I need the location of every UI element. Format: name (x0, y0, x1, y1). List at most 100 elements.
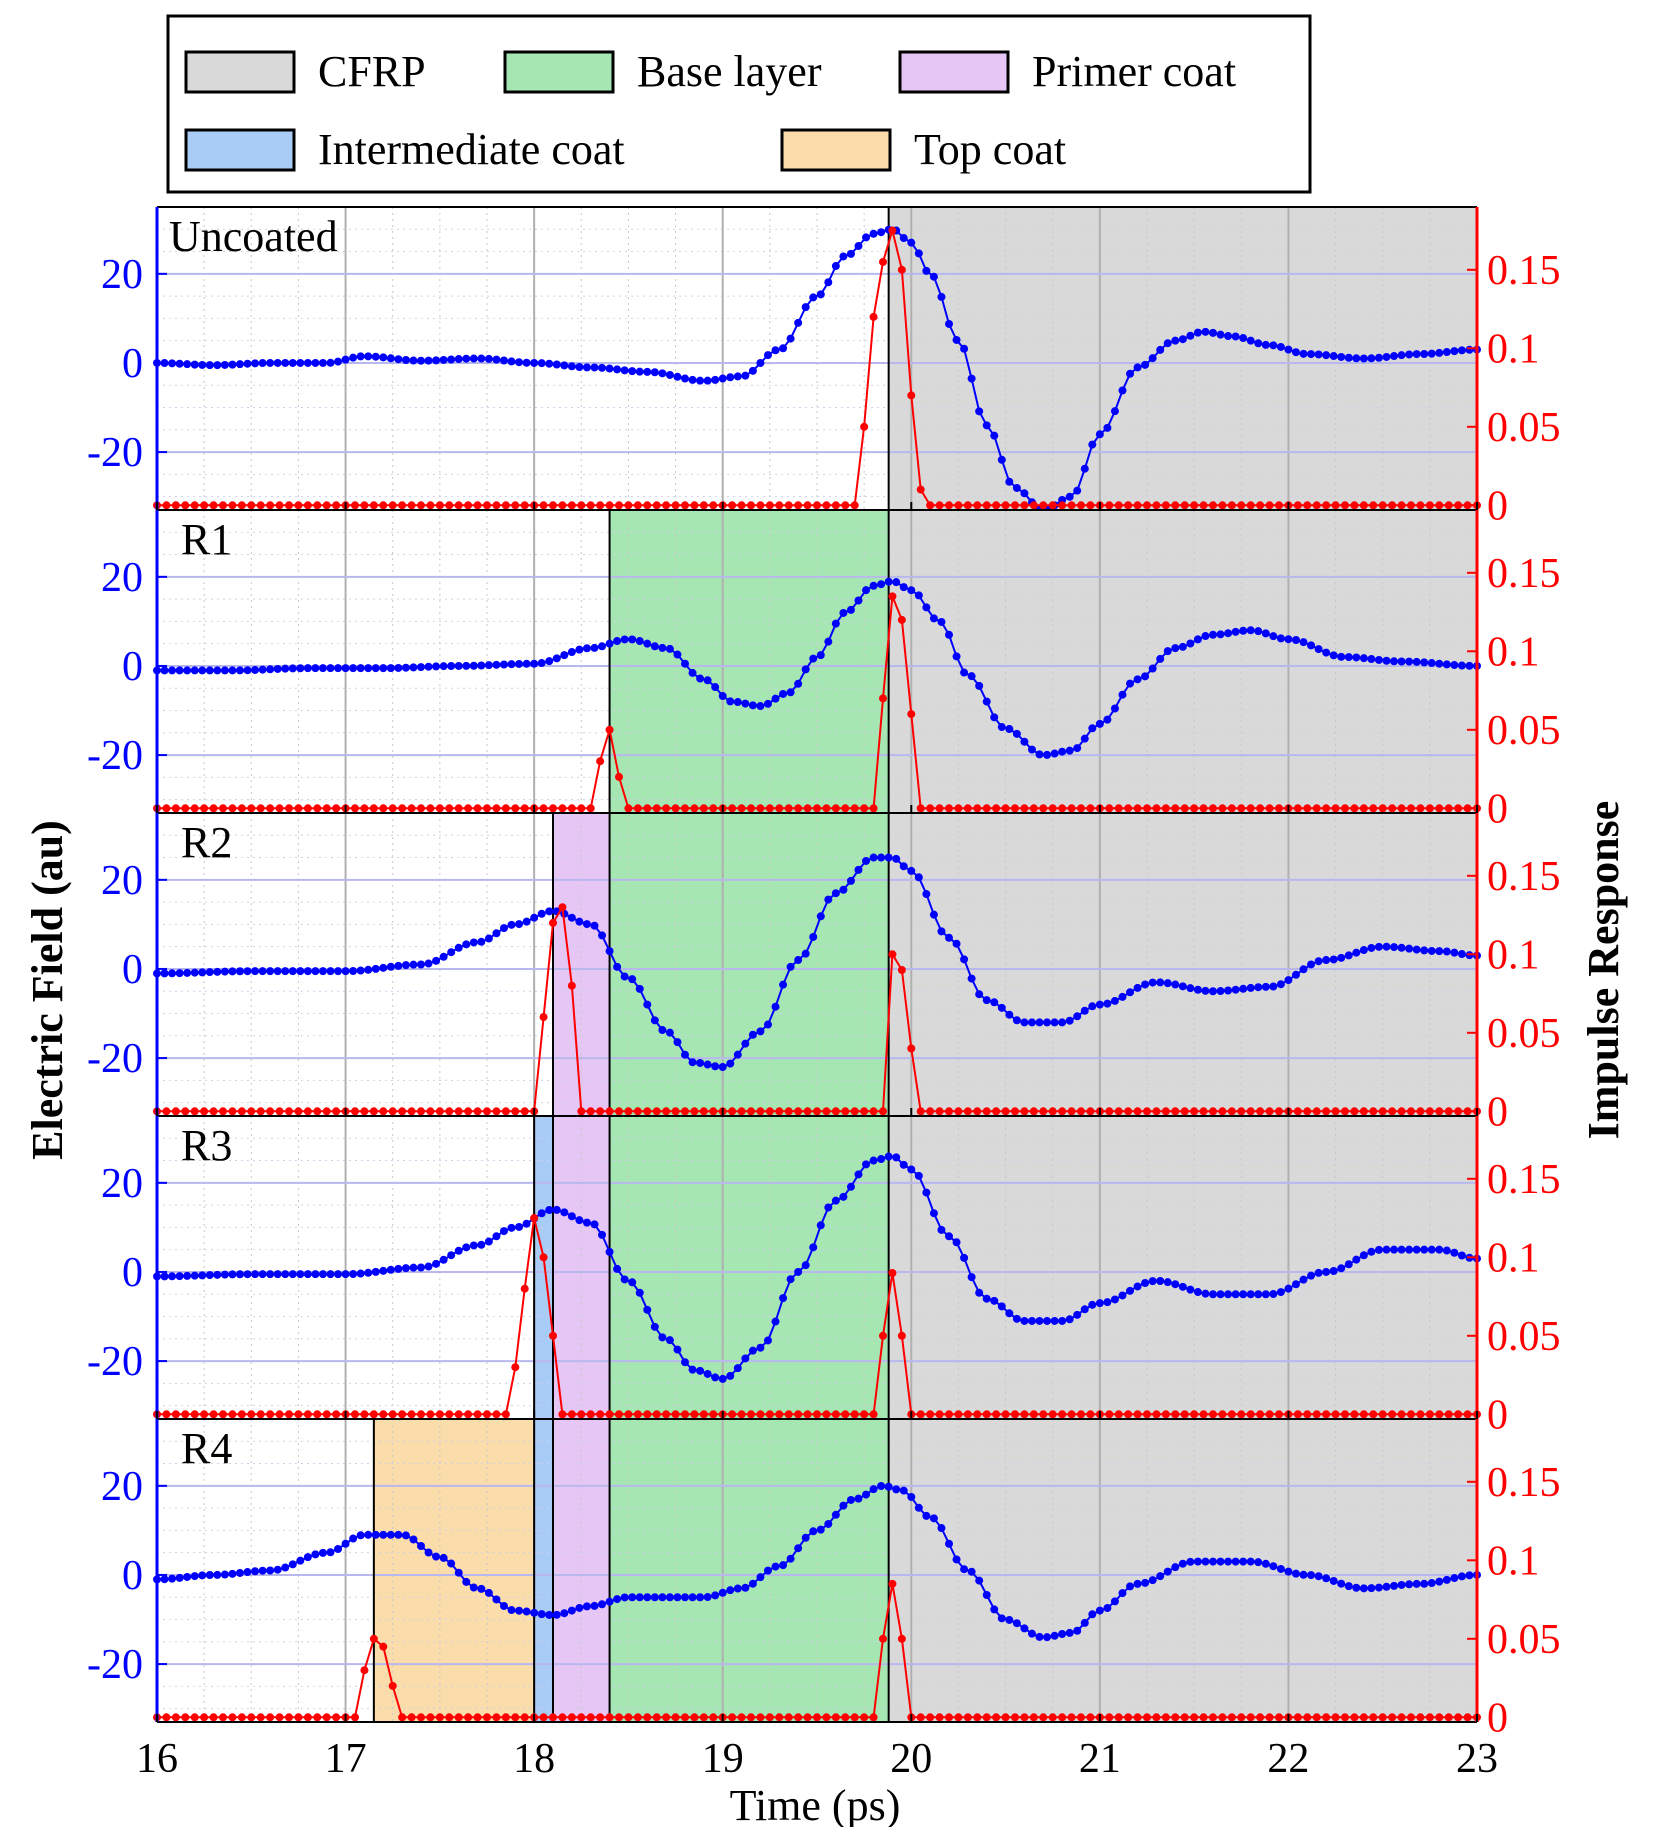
electric-field-point (424, 356, 433, 365)
electric-field-point (567, 648, 576, 657)
electric-field-point (349, 664, 358, 673)
electric-field-point (1073, 744, 1082, 753)
impulse-response-point (1407, 501, 1415, 510)
electric-field-point (258, 665, 267, 674)
impulse-response-point (699, 1410, 708, 1419)
electric-field-point (937, 1225, 946, 1234)
electric-field-point (499, 1227, 508, 1236)
impulse-response-point (1001, 1410, 1010, 1419)
electric-field-point (515, 659, 524, 668)
impulse-response-point (360, 1666, 369, 1675)
electric-field-point (877, 1155, 886, 1164)
electric-field-point (1359, 1584, 1368, 1593)
electric-field-point (409, 356, 418, 365)
impulse-response-point (1435, 1410, 1444, 1419)
electric-field-point (839, 885, 848, 894)
electric-field-point (733, 372, 742, 381)
electric-field-point (1020, 1624, 1029, 1633)
electric-field-point (311, 967, 320, 976)
impulse-response-point (473, 1713, 482, 1722)
impulse-response-point (945, 1713, 953, 1722)
electric-field-point (794, 1267, 803, 1276)
electric-field-point (854, 865, 863, 874)
electric-field-point (303, 1553, 312, 1562)
electric-field-point (432, 356, 441, 365)
impulse-response-point (492, 1713, 501, 1722)
electric-field-point (205, 968, 214, 977)
electric-field-point (1012, 1619, 1021, 1628)
electric-field-point (1435, 1245, 1444, 1254)
impulse-response-point (1058, 501, 1067, 510)
electric-field-point (1005, 1309, 1014, 1318)
electric-field-point (1126, 988, 1135, 997)
x-tick-label: 19 (702, 1736, 744, 1782)
electric-field-point (1224, 986, 1233, 995)
electric-field-point (605, 364, 614, 373)
impulse-response-point (831, 1713, 840, 1722)
legend-frame (166, 14, 1312, 194)
impulse-response-point (256, 501, 265, 510)
left-tick-label: -20 (87, 1339, 143, 1385)
electric-field-point (1367, 1247, 1376, 1256)
electric-field-point (590, 363, 599, 372)
electric-field-point (952, 1555, 961, 1564)
impulse-response-point (181, 804, 190, 813)
electric-field-point (643, 1000, 652, 1009)
left-tick-label: 0 (122, 341, 143, 387)
electric-field-point (688, 1058, 697, 1067)
electric-field-point (1126, 1582, 1135, 1591)
electric-field-point (371, 964, 380, 973)
impulse-response-point (426, 1713, 435, 1722)
impulse-response-point (992, 804, 1001, 813)
impulse-response-point (1180, 1713, 1189, 1722)
electric-field-point (386, 664, 395, 673)
impulse-response-point (831, 1410, 840, 1419)
electric-field-point (560, 1208, 569, 1217)
electric-field-point (281, 664, 290, 673)
electric-field-point (628, 367, 637, 376)
impulse-response-point (1265, 1410, 1274, 1419)
electric-field-point (1118, 992, 1127, 1001)
impulse-response-point (671, 1713, 680, 1722)
impulse-response-point (162, 1107, 171, 1116)
legend-swatch (780, 128, 892, 172)
impulse-response-point (662, 1107, 671, 1116)
impulse-response-point (435, 1410, 444, 1419)
electric-field-point (507, 920, 516, 929)
impulse-response-point (332, 1410, 341, 1419)
impulse-response-point (737, 501, 746, 510)
electric-field-point (1058, 1629, 1067, 1638)
electric-field-point (371, 664, 380, 673)
electric-field-point (273, 967, 282, 976)
impulse-response-point (1029, 1107, 1038, 1116)
electric-field-point (960, 344, 969, 353)
impulse-response-point (501, 804, 510, 813)
impulse-response-point (813, 1410, 821, 1419)
electric-field-point (303, 967, 312, 976)
impulse-response-point (1397, 1713, 1406, 1722)
electric-field-point (288, 967, 297, 976)
electric-field-point (296, 1270, 305, 1279)
impulse-response-point (1331, 1107, 1340, 1116)
electric-field-point (703, 376, 712, 385)
impulse-response-point (313, 501, 322, 510)
impulse-response-point (1067, 1713, 1076, 1722)
electric-field-point (771, 346, 780, 355)
electric-field-point (952, 335, 961, 344)
impulse-response-point (454, 1713, 463, 1722)
impulse-response-point (567, 1713, 576, 1722)
impulse-response-point (596, 757, 605, 766)
impulse-response-point (916, 1713, 925, 1722)
impulse-response-point (907, 391, 916, 400)
electric-field-point (967, 672, 976, 681)
electric-field-point (839, 608, 848, 617)
left-tick-label: 0 (122, 947, 143, 993)
electric-field-point (1224, 1557, 1233, 1566)
electric-field-point (892, 1153, 901, 1162)
impulse-response-point (1039, 501, 1048, 510)
electric-field-point (499, 356, 508, 365)
electric-field-point (929, 1514, 938, 1523)
impulse-response-point (558, 903, 567, 912)
electric-field-point (997, 1302, 1006, 1311)
